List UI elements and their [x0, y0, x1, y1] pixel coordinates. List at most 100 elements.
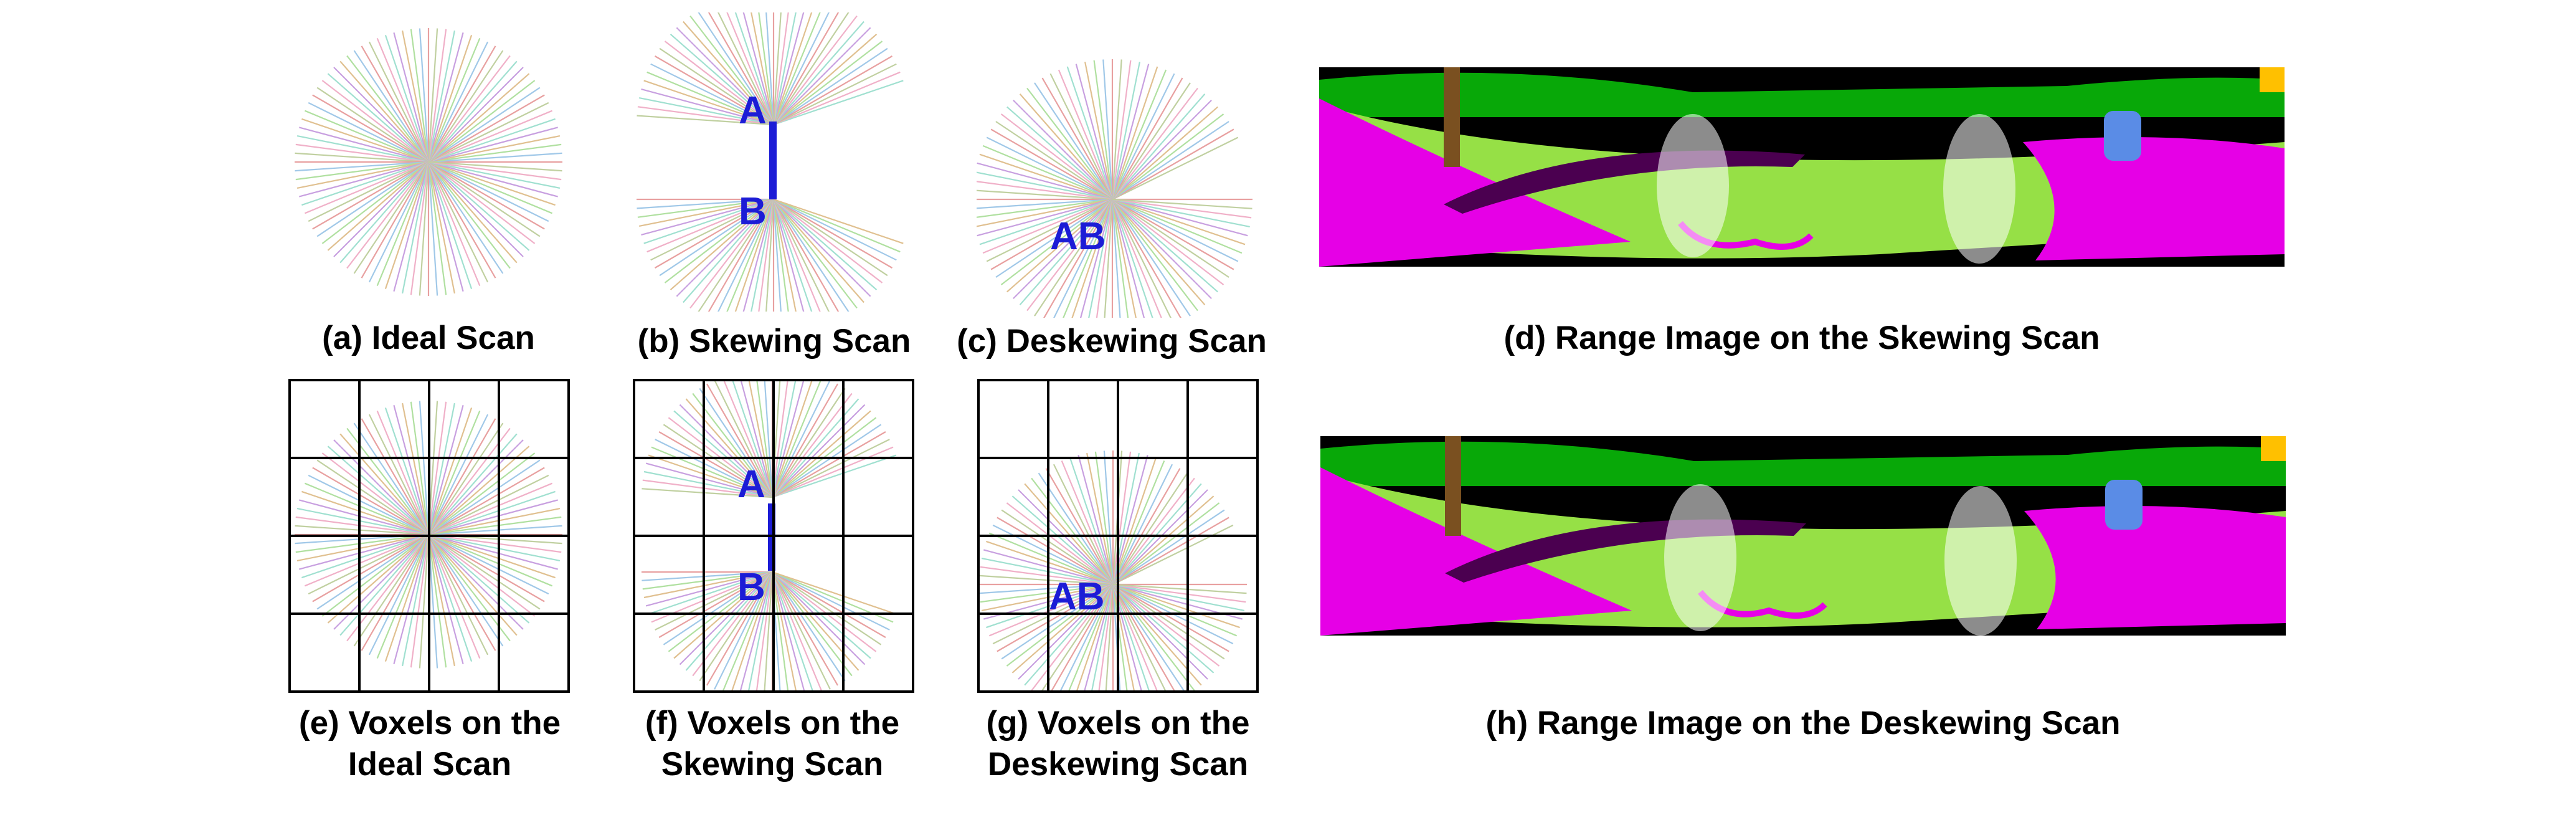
- scan-ray: [1112, 121, 1229, 200]
- scan-ray: [368, 161, 429, 283]
- scan-ray: [670, 34, 774, 125]
- scan-ray: [726, 12, 775, 125]
- caption-line-1: (e) Voxels on the: [298, 705, 561, 741]
- scan-ray: [772, 571, 877, 652]
- scan-ray: [428, 533, 556, 579]
- scan-ray: [664, 199, 774, 284]
- scan-ray: [708, 12, 774, 125]
- scan-ray: [419, 161, 430, 296]
- scan-ray: [772, 199, 821, 312]
- scan-ray: [1111, 66, 1158, 200]
- point-ab-label: AB: [1050, 215, 1106, 258]
- scan-ray: [1112, 584, 1177, 693]
- scan-ray: [731, 379, 774, 498]
- scan-ray: [1111, 199, 1137, 318]
- scan-ray: [1045, 468, 1114, 585]
- scan-ray: [772, 431, 886, 498]
- scan-ray: [771, 379, 797, 498]
- ideal-scan-diagram: [295, 28, 562, 296]
- scan-ray: [1013, 199, 1113, 299]
- scan-ray: [312, 534, 429, 603]
- scan-ray: [643, 80, 774, 126]
- scan-ray: [428, 499, 558, 536]
- scan-ray: [428, 467, 545, 535]
- scan-ray: [1001, 584, 1114, 660]
- scan-ray: [739, 379, 774, 498]
- scan-ray: [428, 55, 511, 163]
- scan-ray: [393, 534, 430, 664]
- scan-ray: [428, 525, 562, 536]
- scan-ray: [428, 534, 541, 610]
- scan-ray: [699, 571, 773, 682]
- scan-ray: [428, 508, 561, 536]
- scan-ray: [1112, 584, 1225, 660]
- scan-ray: [1112, 584, 1195, 692]
- scan-ray: [428, 414, 489, 535]
- scan-ray: [1112, 199, 1191, 317]
- scan-ray: [773, 21, 864, 125]
- scan-ray: [1093, 60, 1114, 200]
- scan-ray: [428, 94, 545, 163]
- scan-ray: [773, 199, 871, 297]
- scan-ray: [1112, 464, 1173, 585]
- scan-ray: [734, 12, 775, 125]
- scan-ray: [353, 161, 429, 274]
- scan-ray: [427, 410, 481, 535]
- scan-ray: [427, 28, 438, 163]
- scan-ray: [772, 379, 831, 498]
- scan-ray: [755, 379, 774, 498]
- scan-ray: [427, 161, 455, 294]
- scan-ray: [428, 161, 541, 237]
- scan-ray: [304, 533, 429, 587]
- range-image-deskewing-svg: [1320, 436, 2286, 636]
- scan-ray: [659, 199, 774, 277]
- scan-ray: [692, 393, 773, 498]
- scan-ray: [428, 422, 504, 535]
- scan-ray: [977, 162, 1113, 201]
- scan-ray: [295, 143, 429, 163]
- scan-ray: [1043, 199, 1113, 318]
- scan-ray: [301, 533, 429, 579]
- scan-ray: [1112, 584, 1168, 693]
- scan-ray: [722, 379, 774, 498]
- scan-ray: [304, 110, 429, 163]
- scan-ray: [1000, 199, 1113, 285]
- scan-ray: [427, 534, 473, 662]
- scan-ray: [1034, 199, 1113, 317]
- voxel-grid: [633, 379, 914, 693]
- scan-ray: [1026, 87, 1113, 200]
- scan-ray: [714, 379, 773, 498]
- scan-ray: [651, 446, 773, 498]
- scan-ray: [428, 446, 530, 535]
- scan-ray: [773, 41, 883, 125]
- scan-ray: [1006, 106, 1113, 200]
- scan-ray: [296, 135, 429, 163]
- scan-ray: [428, 161, 496, 279]
- scan-ray: [772, 12, 813, 125]
- scan-ray: [428, 80, 536, 163]
- scan-ray: [427, 534, 464, 664]
- scan-ray: [689, 199, 774, 309]
- scan-ray: [1097, 584, 1114, 693]
- scan-ray: [1058, 69, 1114, 200]
- scan-ray: [1112, 584, 1208, 680]
- scan-ray: [1112, 199, 1224, 285]
- scan-ray: [427, 407, 473, 535]
- scan-ray: [321, 161, 429, 244]
- caption-deskewing-scan: (c) Deskewing Scan: [957, 323, 1267, 360]
- scan-ray: [428, 427, 511, 535]
- scan-ray: [771, 379, 805, 498]
- scan-ray: [312, 161, 429, 230]
- voxel-grid: [977, 379, 1259, 693]
- scan-ray: [986, 136, 1113, 200]
- scan-ray: [706, 383, 773, 498]
- scan-ray: [1112, 87, 1198, 200]
- scan-ray: [428, 161, 530, 251]
- scan-ray: [986, 199, 1113, 262]
- scan-ray: [296, 161, 429, 189]
- scan-ray: [670, 199, 774, 290]
- scan-ray: [1112, 198, 1248, 237]
- scan-ray: [1049, 584, 1114, 693]
- scan-ray: [721, 571, 774, 693]
- scan-ray: [1112, 199, 1218, 293]
